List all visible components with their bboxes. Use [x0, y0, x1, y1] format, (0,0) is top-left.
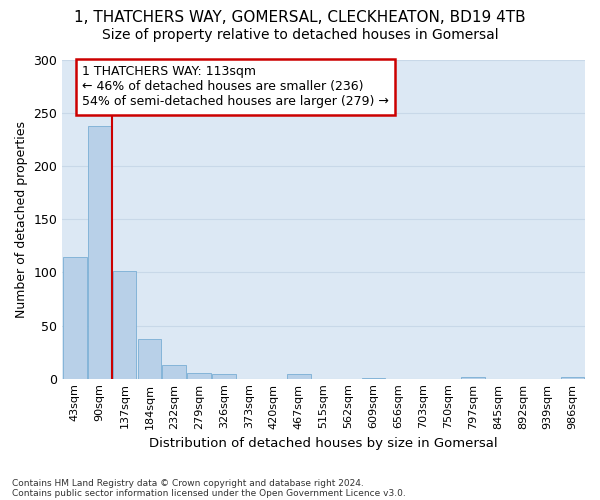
Bar — [461, 376, 485, 378]
Bar — [137, 340, 161, 378]
Text: 1 THATCHERS WAY: 113sqm
← 46% of detached houses are smaller (236)
54% of semi-d: 1 THATCHERS WAY: 113sqm ← 46% of detache… — [82, 66, 389, 108]
Bar — [163, 365, 186, 378]
Bar — [212, 374, 236, 378]
Bar — [88, 126, 112, 378]
Text: 1, THATCHERS WAY, GOMERSAL, CLECKHEATON, BD19 4TB: 1, THATCHERS WAY, GOMERSAL, CLECKHEATON,… — [74, 10, 526, 25]
Bar — [561, 376, 584, 378]
Y-axis label: Number of detached properties: Number of detached properties — [15, 121, 28, 318]
Bar — [287, 374, 311, 378]
Text: Contains HM Land Registry data © Crown copyright and database right 2024.: Contains HM Land Registry data © Crown c… — [12, 478, 364, 488]
Bar — [63, 256, 86, 378]
Text: Contains public sector information licensed under the Open Government Licence v3: Contains public sector information licen… — [12, 488, 406, 498]
Bar — [113, 272, 136, 378]
Text: Size of property relative to detached houses in Gomersal: Size of property relative to detached ho… — [101, 28, 499, 42]
X-axis label: Distribution of detached houses by size in Gomersal: Distribution of detached houses by size … — [149, 437, 498, 450]
Bar — [187, 374, 211, 378]
